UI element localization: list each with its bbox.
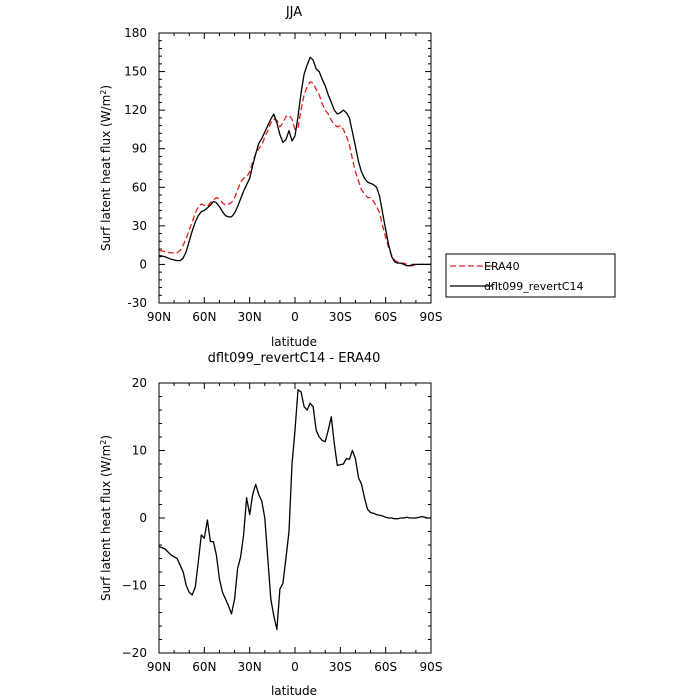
bottom-chart-panel: dflt099_revertC14 - ERA40 Surf latent he… — [99, 351, 443, 698]
series-line-1 — [158, 389, 431, 631]
legend-box — [445, 253, 616, 298]
top-chart-lines — [158, 56, 431, 267]
bottom-chart-title: dflt099_revertC14 - ERA40 — [208, 351, 381, 366]
top-chart-panel: JJA Surf latent heat flux (W/m2) latitud… — [99, 5, 443, 349]
y-tick-label: 150 — [124, 65, 147, 79]
bottom-chart-frame — [158, 382, 432, 654]
x-tick-label: 60S — [374, 310, 397, 324]
top-chart-frame — [158, 32, 432, 304]
y-tick-label: 60 — [132, 180, 147, 194]
top-chart-xlabel: latitude — [271, 335, 317, 349]
x-tick-label: 30N — [238, 660, 262, 674]
x-tick-label: 60N — [192, 660, 216, 674]
x-tick-label: 0 — [291, 310, 299, 324]
top-chart-title: JJA — [285, 5, 302, 20]
x-tick-label: 30N — [238, 310, 262, 324]
legend-label-dflt099: dflt099_revertC14 — [484, 280, 584, 293]
y-tick-label: -30 — [127, 296, 147, 310]
legend-label-era40: ERA40 — [484, 260, 520, 273]
y-tick-label: −10 — [122, 579, 147, 593]
y-tick-label: 10 — [132, 444, 147, 458]
bottom-chart-ticks: 90N 60N 30N 0 30S 60S 90S −20 −10 0 10 20 — [122, 376, 443, 674]
bottom-chart-ylabel: Surf latent heat flux (W/m2) — [99, 435, 114, 601]
x-tick-label: 90S — [420, 660, 443, 674]
y-tick-label: 20 — [132, 376, 147, 390]
y-tick-label: 0 — [139, 257, 147, 271]
bottom-chart-lines — [158, 389, 431, 631]
x-tick-label: 60N — [192, 310, 216, 324]
y-tick-label: 120 — [124, 103, 147, 117]
top-chart-ylabel: Surf latent heat flux (W/m2) — [99, 85, 114, 251]
x-tick-label: 30S — [329, 310, 352, 324]
x-tick-label: 90N — [147, 310, 171, 324]
x-tick-label: 90N — [147, 660, 171, 674]
series-line-2 — [158, 56, 431, 267]
y-tick-label: 90 — [132, 142, 147, 156]
x-tick-label: 30S — [329, 660, 352, 674]
y-tick-label: −20 — [122, 646, 147, 660]
y-tick-label: 0 — [139, 511, 147, 525]
legend: ERA40 dflt099_revertC14 — [445, 253, 616, 298]
y-tick-label: 180 — [124, 26, 147, 40]
x-tick-label: 90S — [420, 310, 443, 324]
x-tick-label: 0 — [291, 660, 299, 674]
x-tick-label: 60S — [374, 660, 397, 674]
series-line-1 — [158, 81, 431, 267]
bottom-chart-xlabel: latitude — [271, 684, 317, 698]
top-chart-ticks: 90N 60N 30N 0 30S 60S 90S -30 0 30 60 90 120 150 180 — [124, 26, 442, 324]
y-tick-label: 30 — [132, 219, 147, 233]
